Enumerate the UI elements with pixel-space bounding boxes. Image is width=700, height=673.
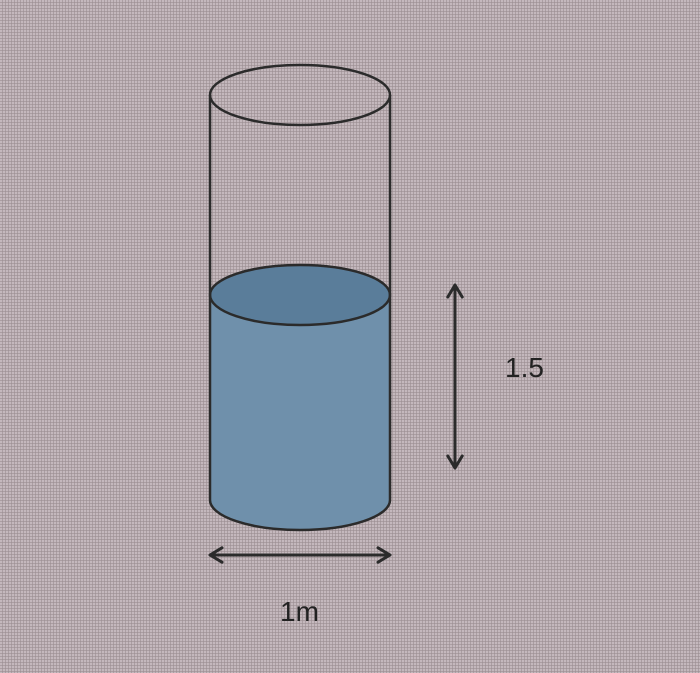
- cylinder-diagram: [0, 0, 700, 673]
- width-dimension-label: 1m: [280, 598, 319, 626]
- height-dimension-label: 1.5: [505, 354, 544, 382]
- cylinder-top-rim: [210, 65, 390, 125]
- water-surface: [210, 265, 390, 325]
- water-body: [210, 295, 390, 530]
